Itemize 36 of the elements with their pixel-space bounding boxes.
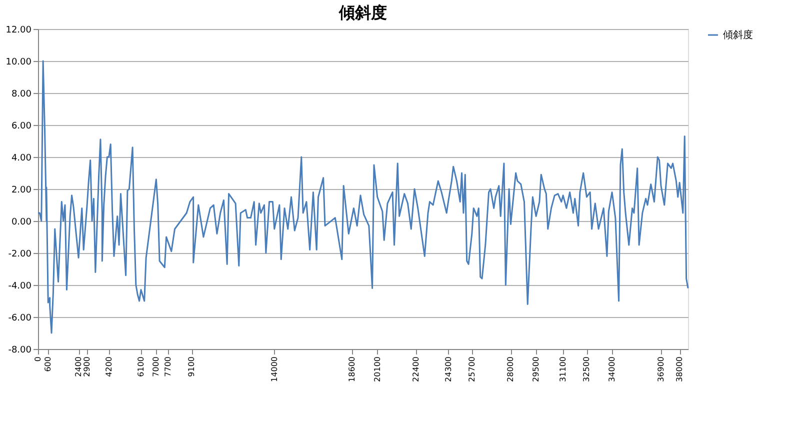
y-tick-label: 12.00 (6, 26, 32, 36)
x-tick-label: 31100 (558, 356, 568, 382)
x-tick-label: 28000 (506, 356, 516, 382)
chart-title: 傾斜度 (338, 3, 387, 22)
line-series (37, 60, 689, 334)
y-tick-label: 10.00 (6, 58, 32, 68)
y-tick-label: -2.00 (8, 250, 32, 260)
x-tick-label: 0 (34, 356, 42, 362)
y-tick-label: 6.00 (11, 122, 32, 132)
x-tick-label: 4200 (104, 356, 114, 377)
x-tick-label: 38000 (675, 356, 684, 382)
x-tick-label: 2900 (82, 356, 92, 377)
x-tick-label: 20100 (372, 356, 382, 382)
x-tick-label: 32500 (582, 356, 592, 382)
x-tick-label: 7700 (164, 356, 172, 377)
x-tick-label: 9100 (187, 356, 196, 377)
x-tick-label: 2400 (74, 356, 84, 377)
x-tick-label: 36900 (656, 356, 666, 382)
x-tick-label: 600 (44, 356, 53, 372)
x-tick-label: 7000 (152, 356, 161, 377)
y-tick-label: 2.00 (11, 186, 32, 196)
y-tick-label: 8.00 (11, 90, 32, 100)
x-tick-label: 14000 (270, 356, 279, 382)
legend-label: 傾斜度 (723, 29, 753, 41)
y-tick-label: -4.00 (8, 282, 32, 292)
x-tick-label: 22400 (412, 356, 421, 382)
x-tick-label: 18600 (348, 356, 357, 382)
x-tick-label: 6100 (136, 356, 146, 377)
y-tick-label: -6.00 (8, 314, 32, 324)
y-tick-label: 0.00 (11, 218, 32, 228)
x-tick-label: 34000 (608, 356, 617, 382)
x-tick-label: 25700 (467, 356, 476, 382)
y-tick-label: 4.00 (11, 154, 32, 164)
x-tick-label: 29500 (532, 356, 541, 382)
x-tick-label: 24300 (444, 356, 453, 382)
y-tick-label: -8.00 (8, 346, 32, 356)
